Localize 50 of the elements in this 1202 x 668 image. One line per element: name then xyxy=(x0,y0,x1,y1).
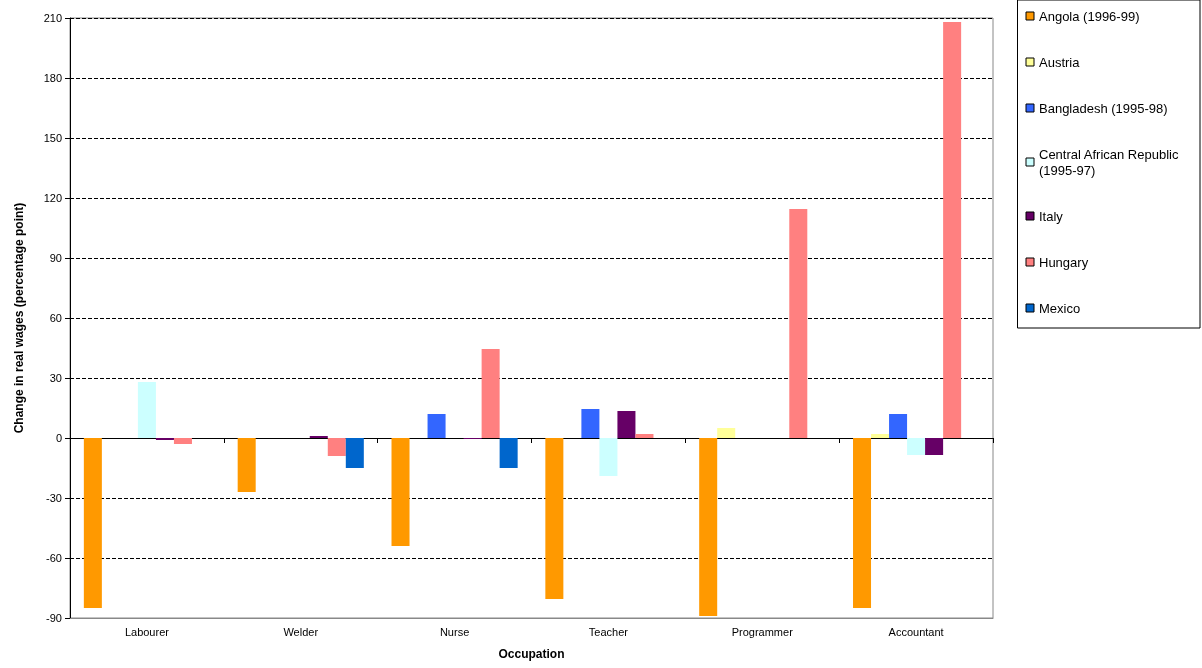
bar xyxy=(871,434,890,438)
legend-label: Angola (1996-99) xyxy=(1039,8,1140,24)
bar xyxy=(137,382,156,438)
bar xyxy=(581,409,600,438)
bar xyxy=(173,438,192,444)
y-tick-label: 0 xyxy=(55,432,62,444)
bar xyxy=(889,414,908,438)
bar xyxy=(499,438,518,468)
bar xyxy=(391,438,410,546)
bar xyxy=(327,438,346,456)
y-axis-title: Change in real wages (percentage point) xyxy=(12,202,26,434)
x-tick-label: Nurse xyxy=(439,625,470,638)
legend-label: Austria xyxy=(1039,54,1081,70)
bar xyxy=(943,22,962,438)
y-tick-label: 30 xyxy=(49,372,62,384)
y-tick-label: 150 xyxy=(43,132,62,144)
y-tick-label: 90 xyxy=(49,252,62,264)
bar xyxy=(545,438,564,599)
bar xyxy=(481,349,500,438)
y-tick-label: 180 xyxy=(43,72,62,84)
y-tick-label: 210 xyxy=(43,12,62,24)
bar xyxy=(599,438,618,476)
bar xyxy=(617,411,636,438)
bar xyxy=(83,438,102,608)
y-tick-label: 60 xyxy=(49,312,62,324)
bar xyxy=(237,438,256,492)
bar xyxy=(907,438,926,455)
bar xyxy=(789,209,808,438)
y-tick-label: 120 xyxy=(43,192,62,204)
bar xyxy=(635,434,654,438)
legend-label: Mexico xyxy=(1039,300,1081,316)
bar xyxy=(925,438,944,455)
x-tick-label: Welder xyxy=(283,625,319,638)
bar xyxy=(345,438,364,468)
y-tick-label: -60 xyxy=(46,552,62,564)
legend-label: Central African Republic (1995-97) xyxy=(1039,146,1183,178)
y-tick-label: -90 xyxy=(46,612,62,624)
x-tick-label: Accountant xyxy=(888,625,944,638)
bar xyxy=(717,428,736,438)
bar xyxy=(853,438,872,608)
y-tick-label: -30 xyxy=(46,492,62,504)
bar xyxy=(699,438,718,616)
x-tick-label: Programmer xyxy=(731,625,794,638)
x-tick-label: Teacher xyxy=(588,625,629,638)
bar xyxy=(427,414,446,438)
legend-label: Bangladesh (1995-98) xyxy=(1039,100,1168,116)
x-tick-label: Labourer xyxy=(124,625,170,638)
legend-label: Italy xyxy=(1039,208,1064,224)
x-axis-title: Occupation xyxy=(498,647,565,661)
legend-label: Hungary xyxy=(1039,254,1089,270)
